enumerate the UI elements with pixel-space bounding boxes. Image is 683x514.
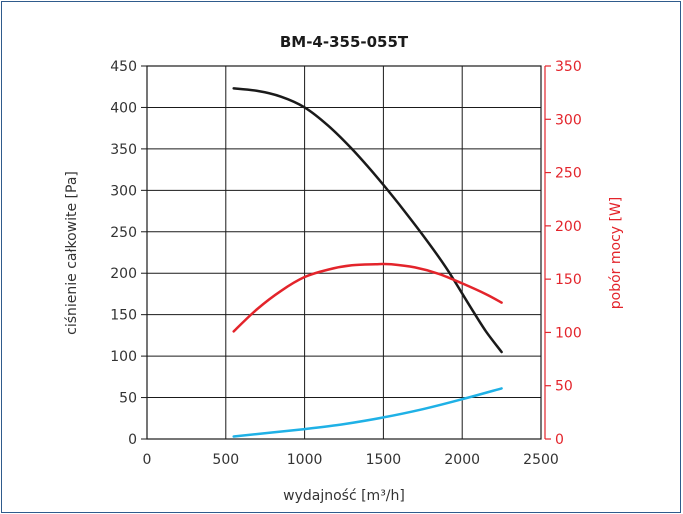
series-lines — [232, 87, 503, 438]
y-tick-label: 300 — [110, 183, 137, 199]
y-axis-label: ciśnienie całkowite [Pa] — [64, 171, 80, 335]
plot-border — [146, 65, 542, 440]
y-tick-label: 50 — [119, 391, 137, 407]
x-tick-label: 0 — [143, 452, 152, 468]
y2-tick-label: 300 — [555, 112, 582, 128]
series-line-0 — [232, 87, 503, 354]
chart-title: BM-4-355-055T — [280, 33, 409, 51]
x-tick-labels: 0 500 1000 1500 2000 2500 — [143, 452, 559, 468]
y2-tick-label: 100 — [555, 325, 582, 341]
x-tick-label: 2000 — [444, 452, 480, 468]
series-line-2 — [232, 387, 503, 438]
y2-tick-label: 50 — [555, 379, 573, 395]
x-tick-label: 2500 — [523, 452, 559, 468]
y-tick-label: 100 — [110, 349, 137, 365]
y2-tick-labels: 0 50 100 150 200 250 300 350 — [555, 59, 582, 448]
x-axis-label: wydajność [m³/h] — [283, 488, 405, 504]
y2-tick-label: 250 — [555, 166, 582, 182]
y2-tick-label: 150 — [555, 272, 582, 288]
y-tick-label: 150 — [110, 308, 137, 324]
x-tick-label: 1000 — [287, 452, 323, 468]
y-tick-labels: 0 50 100 150 200 250 300 350 400 450 — [110, 59, 137, 448]
y2-tick-label: 0 — [555, 432, 564, 448]
y2-tick-label: 200 — [555, 219, 582, 235]
y-tick-label: 450 — [110, 59, 137, 75]
x-tick-label: 500 — [212, 452, 239, 468]
y-tick-label: 0 — [128, 432, 137, 448]
series-line-1 — [232, 262, 503, 333]
axes — [141, 65, 551, 440]
y-tick-label: 350 — [110, 142, 137, 158]
x-tick-label: 1500 — [366, 452, 402, 468]
y2-tick-label: 350 — [555, 59, 582, 75]
y2-axis-label: pobór mocy [W] — [608, 197, 624, 310]
y-tick-label: 400 — [110, 100, 137, 116]
y-tick-label: 250 — [110, 225, 137, 241]
grid — [146, 65, 542, 440]
y-tick-label: 200 — [110, 266, 137, 282]
